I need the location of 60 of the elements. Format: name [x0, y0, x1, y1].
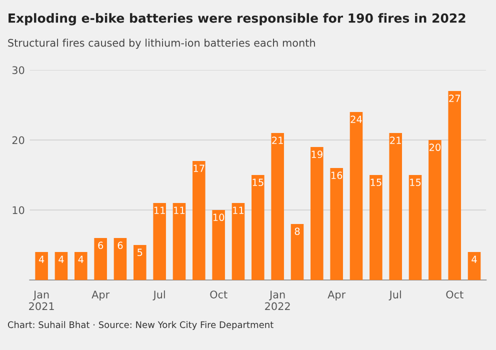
data-label: 27 — [449, 94, 460, 102]
x-tick-label: Jul — [152, 290, 165, 300]
y-tick-label: 20 — [12, 136, 24, 144]
y-tick-label: 30 — [12, 66, 24, 74]
bar — [134, 245, 146, 280]
x-tick-label: Oct — [446, 290, 464, 298]
bar — [408, 175, 422, 280]
x-tick-label: Jan 2021 — [29, 290, 54, 310]
chart-subtitle: Structural fires caused by lithium-ion batteries each month — [8, 38, 315, 49]
bar — [428, 140, 442, 280]
chart-title: Exploding e-bike batteries were responsible for 190 fires in 2022 — [8, 13, 466, 26]
data-label: 11 — [233, 206, 244, 214]
x-tick-label: Jan 2022 — [265, 290, 290, 310]
data-label: 11 — [174, 206, 185, 214]
data-label: 6 — [98, 242, 104, 250]
data-label: 24 — [350, 116, 362, 123]
bar — [232, 203, 245, 280]
bar — [74, 252, 88, 280]
bar — [212, 210, 225, 280]
data-label: 21 — [390, 136, 401, 144]
bar — [54, 252, 68, 280]
bar — [330, 168, 343, 280]
data-label: 15 — [370, 178, 382, 186]
bar — [468, 252, 481, 280]
bar — [35, 252, 48, 280]
x-tick-label: Oct — [210, 290, 228, 298]
bar — [448, 91, 461, 280]
bar — [192, 161, 206, 280]
data-label: 4 — [472, 256, 477, 263]
data-label: 5 — [138, 248, 142, 256]
bar — [172, 203, 186, 280]
data-label: 10 — [213, 214, 224, 222]
data-label: 4 — [38, 256, 44, 263]
bar — [114, 238, 127, 280]
data-label: 17 — [194, 164, 204, 172]
data-label: 4 — [78, 256, 84, 263]
bar — [153, 203, 166, 280]
data-label: 20 — [429, 144, 440, 152]
bar — [252, 175, 264, 280]
data-label: 15 — [252, 178, 264, 186]
data-label: 4 — [58, 256, 64, 263]
x-tick-label: Jul — [388, 290, 401, 300]
bar — [310, 147, 324, 280]
data-label: 11 — [154, 206, 165, 214]
bar — [290, 224, 304, 280]
x-tick-label: Apr — [328, 290, 346, 300]
bar — [370, 175, 382, 280]
bar — [350, 112, 363, 280]
data-label: 15 — [410, 178, 421, 186]
data-label: 8 — [294, 228, 300, 236]
data-label: 6 — [118, 242, 123, 250]
text: Chart: Suhail Bhat · Source: New York City Fire Department — [8, 321, 274, 330]
bar — [94, 238, 107, 280]
y-tick-label: 10 — [12, 206, 24, 214]
data-label: 16 — [331, 172, 342, 180]
data-label: 21 — [272, 136, 283, 144]
bar — [389, 133, 402, 280]
x-tick-label: Apr — [92, 290, 110, 300]
data-label: 19 — [312, 150, 322, 158]
bar — [271, 133, 284, 280]
